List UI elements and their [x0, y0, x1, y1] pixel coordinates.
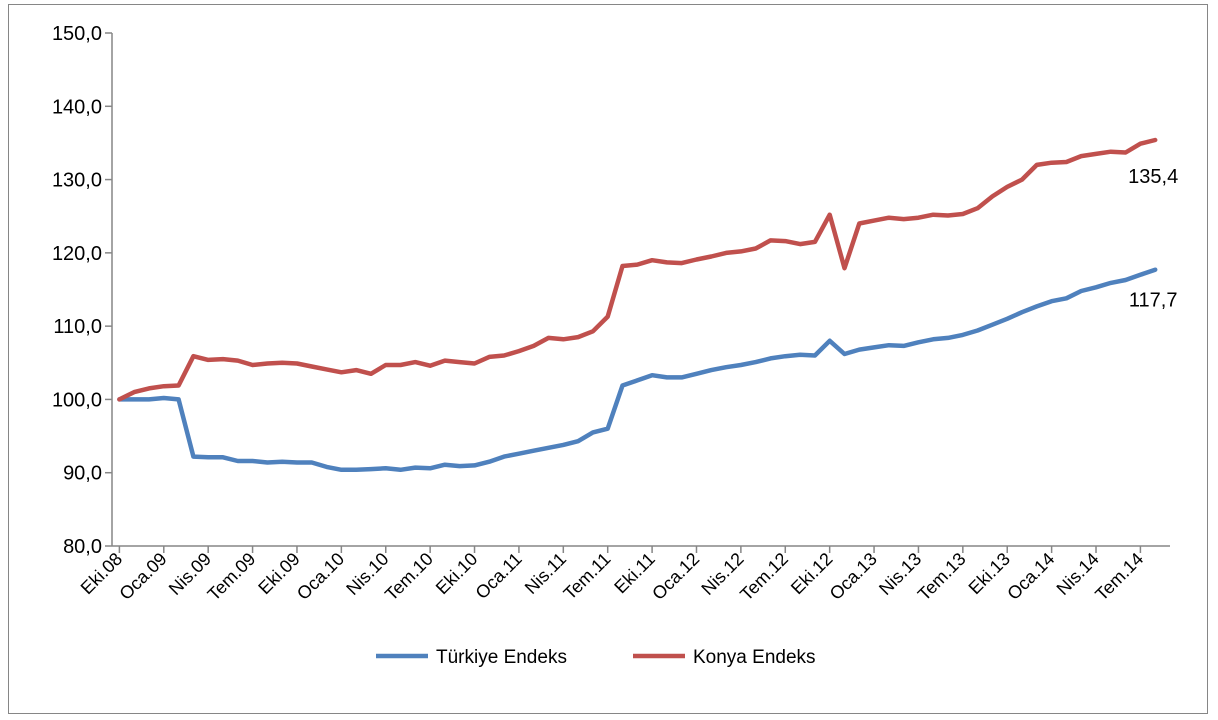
legend-label-0: Türkiye Endeks	[436, 647, 567, 668]
x-tick-label: Oca.10	[293, 549, 348, 604]
y-tick-label: 90,0	[63, 463, 102, 485]
x-tick-label: Oca.14	[1003, 549, 1058, 604]
x-axis: Eki.08Oca.09Nis.09Tem.09Eki.09Oca.10Nis.…	[77, 545, 1170, 605]
y-tick-label: 100,0	[52, 389, 102, 411]
x-tick-label: Tem.12	[736, 549, 792, 605]
x-tick-label: Tem.09	[204, 549, 260, 605]
y-tick-label: 140,0	[52, 96, 102, 118]
legend: Türkiye Endeks Konya Endeks	[376, 647, 816, 668]
legend-label-1: Konya Endeks	[693, 647, 816, 668]
x-tick-label: Tem.13	[914, 549, 970, 605]
y-tick-label: 110,0	[53, 316, 102, 338]
x-tick-label: Oca.09	[115, 549, 170, 604]
y-axis: 80,0 90,0 100,0 110,0 120,0 130,0 140,0 150,0	[52, 23, 113, 558]
x-tick-label: Oca.13	[826, 549, 881, 604]
x-tick-label: Tem.11	[560, 549, 615, 604]
series-layer: 117,7 135,4	[117, 137, 1178, 473]
y-tick-label: 80,0	[63, 536, 102, 558]
y-tick-label: 120,0	[52, 243, 102, 265]
y-tick-label: 130,0	[52, 170, 102, 192]
series-line-0	[117, 267, 1158, 473]
end-value-label-1: 135,4	[1128, 166, 1178, 188]
x-tick-label: Tem.14	[1091, 549, 1147, 605]
x-tick-label: Oca.11	[472, 549, 526, 603]
end-value-label-0: 117,7	[1129, 290, 1178, 312]
y-tick-label: 150,0	[52, 23, 102, 45]
x-tick-label: Oca.12	[648, 549, 703, 604]
series-line-1	[117, 137, 1158, 402]
x-tick-label: Tem.10	[381, 549, 437, 605]
